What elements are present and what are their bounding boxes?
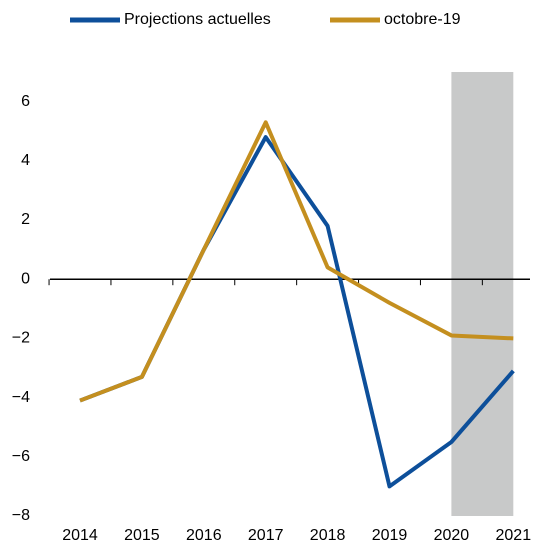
y-tick-label: 2 [21,211,30,228]
y-tick-label: −8 [12,507,30,524]
x-tick-label: 2018 [310,527,346,544]
x-tick-label: 2019 [372,527,408,544]
x-tick-label: 2021 [496,527,532,544]
y-tick-label: −4 [12,389,30,406]
x-tick-label: 2014 [62,527,98,544]
series-line [79,135,515,489]
y-tick-label: 4 [21,152,30,169]
y-tick-label: −6 [12,448,30,465]
x-tick-label: 2015 [124,527,160,544]
x-tick-label: 2020 [434,527,470,544]
y-tick-label: −2 [12,330,30,347]
x-tick-label: 2017 [248,527,284,544]
y-tick-label: 0 [21,270,30,287]
legend-label: octobre-19 [384,11,461,28]
x-tick-label: 2016 [186,527,222,544]
projection-band [451,72,514,516]
legend-label: Projections actuelles [124,11,271,28]
series-line [79,120,514,403]
y-tick-label: 6 [21,93,30,110]
